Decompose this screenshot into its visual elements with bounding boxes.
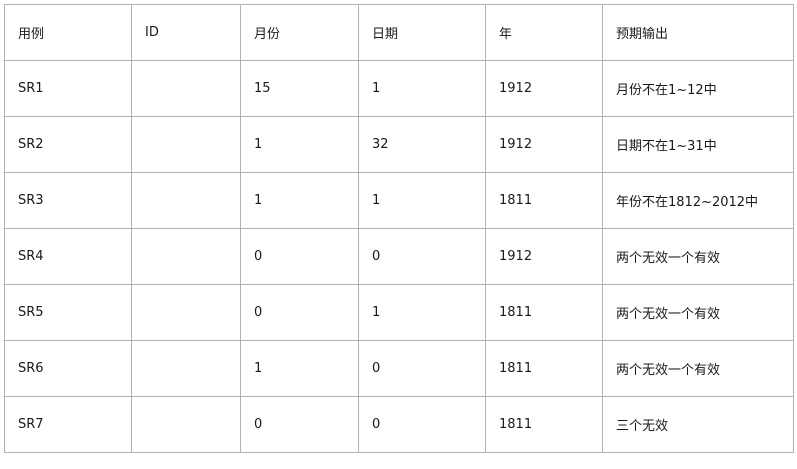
cell-year: 1912: [485, 116, 603, 173]
table-row: SR1 15 1 1912 月份不在1~12中: [4, 60, 794, 117]
cell-year: 1912: [485, 228, 603, 285]
cell-day: 0: [358, 396, 486, 453]
test-case-table: 用例 ID 月份 日期 年 预期输出 SR1 15 1 1912 月份不在1~1…: [4, 4, 794, 453]
table-row: SR4 0 0 1912 两个无效一个有效: [4, 228, 794, 285]
header-cell-month: 月份: [240, 4, 359, 61]
cell-month: 0: [240, 228, 359, 285]
cell-expected: 两个无效一个有效: [602, 228, 794, 285]
table-row: SR3 1 1 1811 年份不在1812~2012中: [4, 172, 794, 229]
cell-year: 1811: [485, 172, 603, 229]
cell-day: 32: [358, 116, 486, 173]
cell-expected: 月份不在1~12中: [602, 60, 794, 117]
cell-month: 1: [240, 172, 359, 229]
header-cell-year: 年: [485, 4, 603, 61]
cell-case: SR5: [4, 284, 132, 341]
cell-expected: 日期不在1~31中: [602, 116, 794, 173]
cell-id: [131, 228, 241, 285]
cell-year: 1912: [485, 60, 603, 117]
cell-month: 0: [240, 284, 359, 341]
header-cell-case: 用例: [4, 4, 132, 61]
table-row: SR2 1 32 1912 日期不在1~31中: [4, 116, 794, 173]
table-row: SR5 0 1 1811 两个无效一个有效: [4, 284, 794, 341]
cell-case: SR3: [4, 172, 132, 229]
cell-case: SR4: [4, 228, 132, 285]
header-cell-id: ID: [131, 4, 241, 61]
header-cell-expected: 预期输出: [602, 4, 794, 61]
cell-month: 1: [240, 340, 359, 397]
cell-expected: 两个无效一个有效: [602, 340, 794, 397]
cell-month: 0: [240, 396, 359, 453]
cell-year: 1811: [485, 284, 603, 341]
cell-case: SR1: [4, 60, 132, 117]
cell-year: 1811: [485, 340, 603, 397]
cell-id: [131, 60, 241, 117]
cell-day: 1: [358, 60, 486, 117]
cell-day: 0: [358, 340, 486, 397]
cell-expected: 两个无效一个有效: [602, 284, 794, 341]
cell-year: 1811: [485, 396, 603, 453]
table-row: SR7 0 0 1811 三个无效: [4, 396, 794, 453]
cell-case: SR7: [4, 396, 132, 453]
header-row: 用例 ID 月份 日期 年 预期输出: [4, 4, 794, 61]
cell-day: 0: [358, 228, 486, 285]
cell-id: [131, 340, 241, 397]
cell-id: [131, 284, 241, 341]
cell-expected: 年份不在1812~2012中: [602, 172, 794, 229]
cell-expected: 三个无效: [602, 396, 794, 453]
cell-id: [131, 396, 241, 453]
cell-case: SR6: [4, 340, 132, 397]
header-cell-day: 日期: [358, 4, 486, 61]
cell-month: 15: [240, 60, 359, 117]
cell-day: 1: [358, 172, 486, 229]
cell-case: SR2: [4, 116, 132, 173]
cell-day: 1: [358, 284, 486, 341]
table-row: SR6 1 0 1811 两个无效一个有效: [4, 340, 794, 397]
cell-month: 1: [240, 116, 359, 173]
cell-id: [131, 116, 241, 173]
cell-id: [131, 172, 241, 229]
